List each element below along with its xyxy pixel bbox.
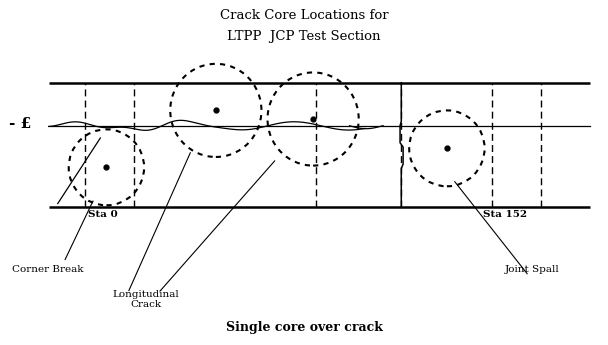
Text: Crack Core Locations for: Crack Core Locations for [219,9,389,22]
Text: LTPP  JCP Test Section: LTPP JCP Test Section [227,30,381,43]
Text: Joint Spall: Joint Spall [505,265,559,274]
Text: Sta 152: Sta 152 [483,210,528,219]
Text: Sta 0: Sta 0 [88,210,118,219]
Text: - £: - £ [9,117,32,131]
Text: Longitudinal
Crack: Longitudinal Crack [112,290,179,309]
Text: Single core over crack: Single core over crack [226,321,382,334]
Text: Corner Break: Corner Break [12,265,84,274]
